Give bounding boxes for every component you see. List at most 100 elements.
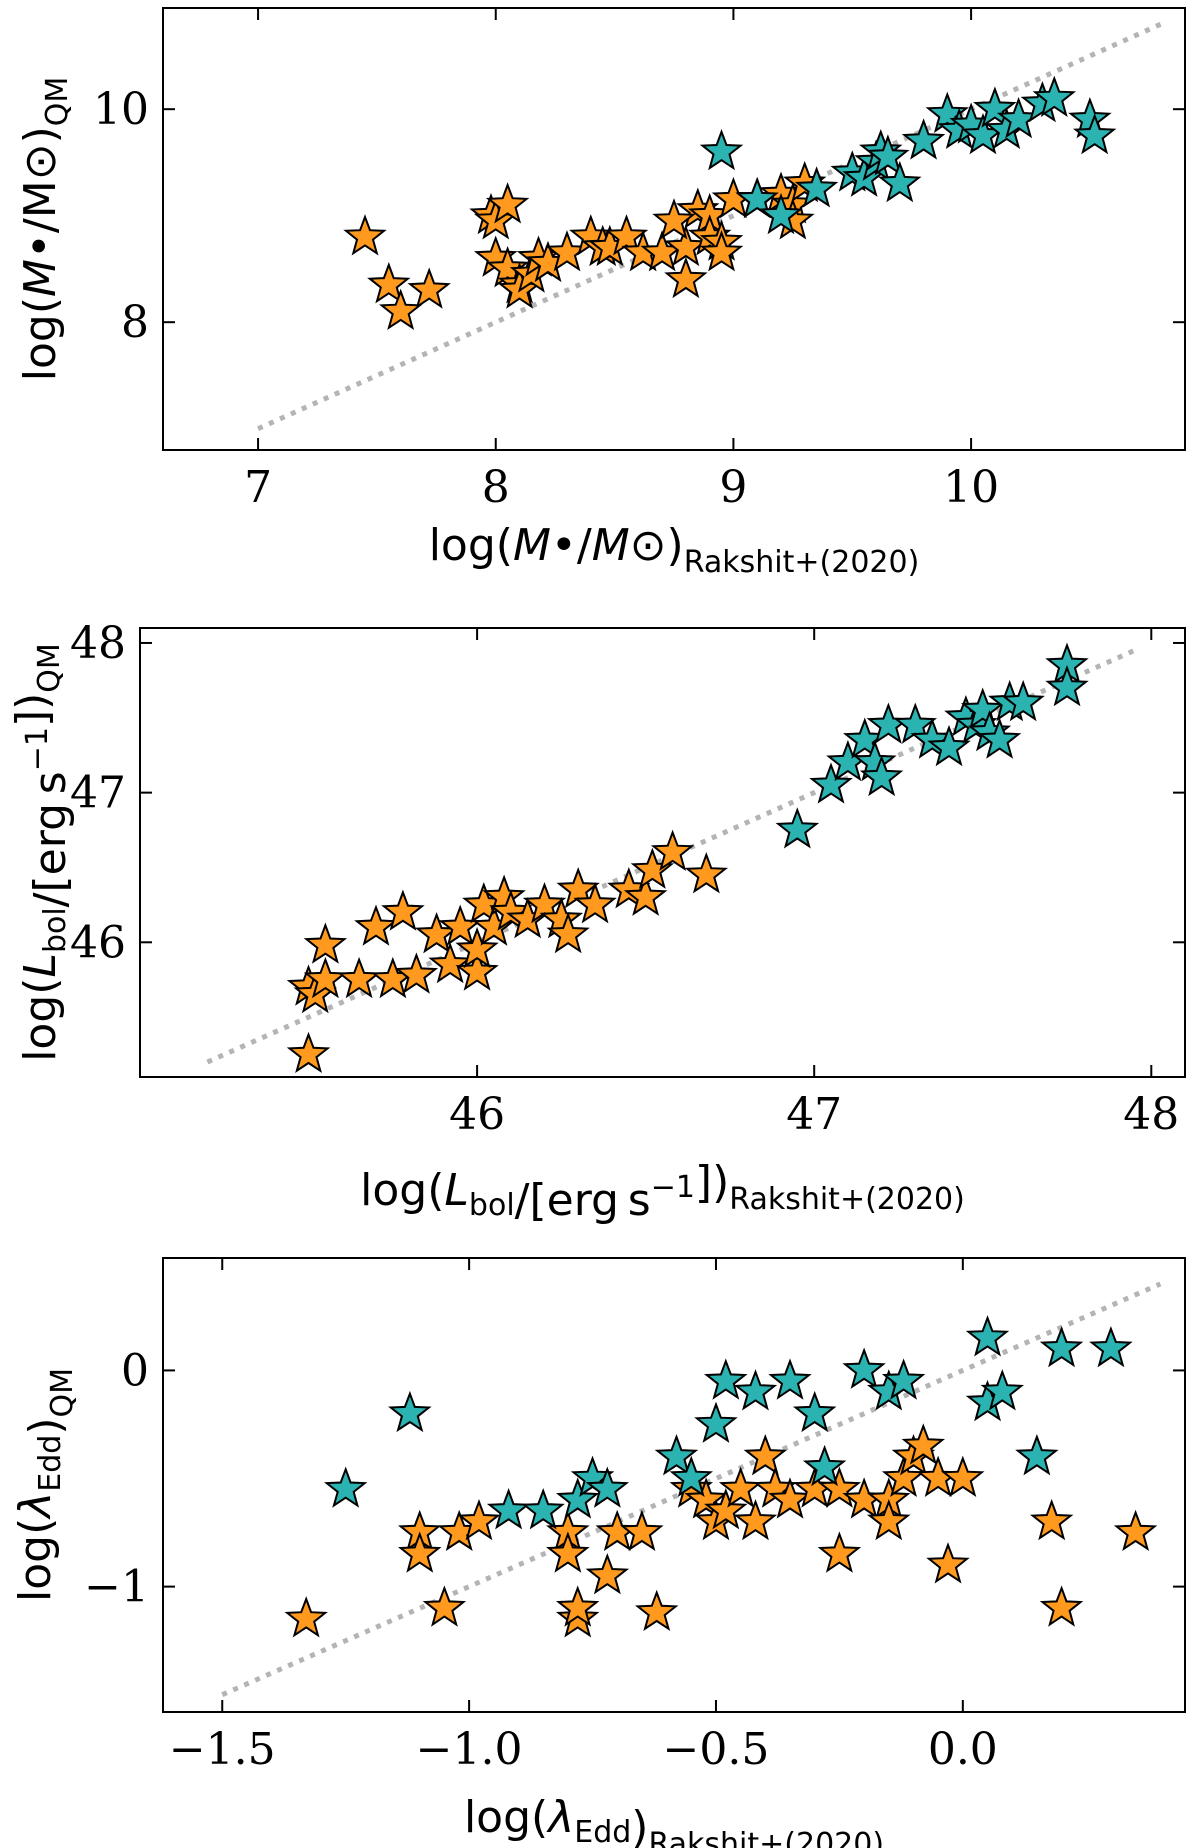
x-tick-label: 0.0 (928, 1724, 998, 1775)
star-marker-series-1 (977, 717, 1022, 759)
star-marker-series-1 (699, 128, 744, 171)
x-tick-label: 8 (482, 462, 510, 513)
star-marker-series-1 (768, 1358, 812, 1400)
star-marker-series-1 (866, 134, 910, 176)
star-marker-series-1 (704, 1358, 748, 1400)
star-marker-series-1 (323, 1466, 368, 1508)
star-marker-series-0 (768, 1477, 812, 1519)
x-axis-label: log(λEdd)Rakshit+(2020) (464, 1792, 884, 1848)
star-marker-series-0 (555, 1585, 600, 1627)
star-marker-series-0 (381, 889, 425, 931)
star-marker-series-1 (925, 91, 970, 134)
star-marker-series-0 (733, 1498, 778, 1541)
star-marker-series-1 (965, 1315, 1010, 1357)
star-marker-series-0 (546, 911, 590, 954)
star-marker-series-0 (817, 1466, 862, 1508)
y-axis-label: log(λEdd)QM (10, 1368, 80, 1602)
plot-frame (139, 627, 1186, 1078)
y-tick-label: 47 (70, 768, 126, 819)
star-marker-series-1 (555, 1477, 600, 1519)
star-marker-series-1 (1072, 112, 1117, 155)
star-marker-series-0 (623, 874, 668, 916)
star-marker-series-1 (585, 1466, 630, 1508)
y-axis-label: log(M•/M⊙)QM (15, 77, 75, 382)
star-marker-series-1 (1001, 679, 1045, 722)
x-tick-label: 46 (449, 1089, 505, 1140)
eddington-ratio-panel: −1.5 −1.0 −0.5 0.0 −1 0 log(λEdd)Rakshit+(2020… (10, 1257, 1186, 1848)
star-marker-series-0 (428, 941, 472, 984)
star-marker-series-0 (941, 1455, 985, 1498)
star-marker-series-0 (1113, 1509, 1158, 1551)
star-marker-series-1 (859, 754, 904, 797)
star-marker-series-1 (521, 1488, 565, 1530)
plot-frame (162, 7, 1186, 451)
star-marker-series-0 (817, 1531, 862, 1573)
star-marker-series-0 (337, 956, 381, 999)
y-tick-label: 10 (93, 84, 149, 135)
star-marker-series-0 (1039, 1585, 1084, 1627)
y-tick-label: −1 (84, 1562, 149, 1613)
star-marker-series-1 (1039, 1325, 1084, 1368)
y-tick-label: 48 (70, 618, 126, 669)
star-marker-series-1 (980, 1369, 1025, 1411)
star-marker-series-1 (733, 1369, 778, 1411)
star-marker-series-0 (620, 1509, 664, 1551)
star-marker-series-0 (743, 1434, 788, 1476)
x-tick-label: 48 (1123, 1089, 1179, 1140)
x-tick-label: 9 (719, 462, 747, 513)
star-marker-series-0 (684, 1477, 728, 1519)
star-marker-series-1 (960, 687, 1005, 729)
star-marker-series-0 (652, 198, 696, 240)
star-marker-series-1 (735, 176, 779, 219)
star-marker-series-1 (694, 1401, 738, 1443)
y-tick-label: 8 (121, 297, 149, 348)
star-marker-series-1 (1089, 1325, 1133, 1368)
star-marker-series-0 (650, 829, 695, 872)
star-marker-series-0 (455, 926, 499, 969)
star-marker-series-0 (407, 267, 451, 309)
star-marker-series-0 (485, 246, 530, 288)
star-marker-series-1 (1032, 75, 1077, 118)
x-axis-label: log(Lbol/[erg s−1])Rakshit+(2020) (360, 1157, 965, 1226)
star-marker-series-0 (455, 949, 499, 991)
x-tick-label: −1.0 (416, 1724, 523, 1775)
star-marker-series-0 (354, 904, 398, 946)
bolometric-luminosity-panel: 46 47 48 46 47 48 log(Lbol/[erg s−1])Rakshit+(… (7, 618, 1186, 1226)
star-marker-series-1 (878, 160, 922, 203)
star-marker-series-0 (397, 1531, 442, 1573)
star-marker-series-1 (792, 1390, 837, 1433)
star-marker-series-1 (973, 86, 1017, 128)
star-marker-series-0 (485, 182, 530, 224)
star-marker-series-0 (546, 1531, 590, 1573)
star-marker-series-1 (654, 1434, 699, 1476)
one-to-one-line (221, 1281, 1162, 1697)
star-marker-series-1 (1015, 1434, 1059, 1476)
x-tick-label: −0.5 (663, 1724, 770, 1775)
star-marker-series-0 (394, 952, 439, 994)
star-marker-series-0 (1029, 1498, 1074, 1541)
x-tick-label: 7 (244, 462, 272, 513)
star-marker-series-1 (802, 1444, 847, 1487)
star-marker-series-0 (684, 852, 729, 894)
x-tick-label: −1.5 (169, 1724, 276, 1775)
star-marker-series-0 (284, 1596, 328, 1638)
y-axis-label: log(Lbol/[erg s−1])QM (7, 643, 76, 1062)
star-marker-series-0 (634, 1589, 679, 1631)
star-marker-series-1 (388, 1390, 432, 1433)
star-marker-series-0 (664, 256, 708, 299)
star-marker-series-1 (794, 166, 839, 208)
star-marker-series-0 (422, 1585, 467, 1627)
star-marker-series-1 (775, 807, 820, 849)
star-marker-series-1 (759, 192, 803, 235)
black-hole-mass-panel: 7 8 9 10 8 10 log(M•/M⊙)Rakshit+(2020) log(M•/M… (15, 7, 1186, 580)
star-marker-series-0 (901, 1423, 946, 1465)
x-axis-label: log(M•/M⊙)Rakshit+(2020) (429, 520, 920, 580)
star-marker-series-0 (585, 1552, 630, 1595)
plot-frame (162, 1257, 1186, 1713)
star-marker-series-1 (842, 1347, 886, 1389)
star-marker-series-0 (866, 1498, 911, 1541)
star-marker-series-1 (1045, 665, 1089, 707)
star-marker-series-0 (699, 230, 744, 272)
star-marker-series-0 (926, 1542, 970, 1584)
